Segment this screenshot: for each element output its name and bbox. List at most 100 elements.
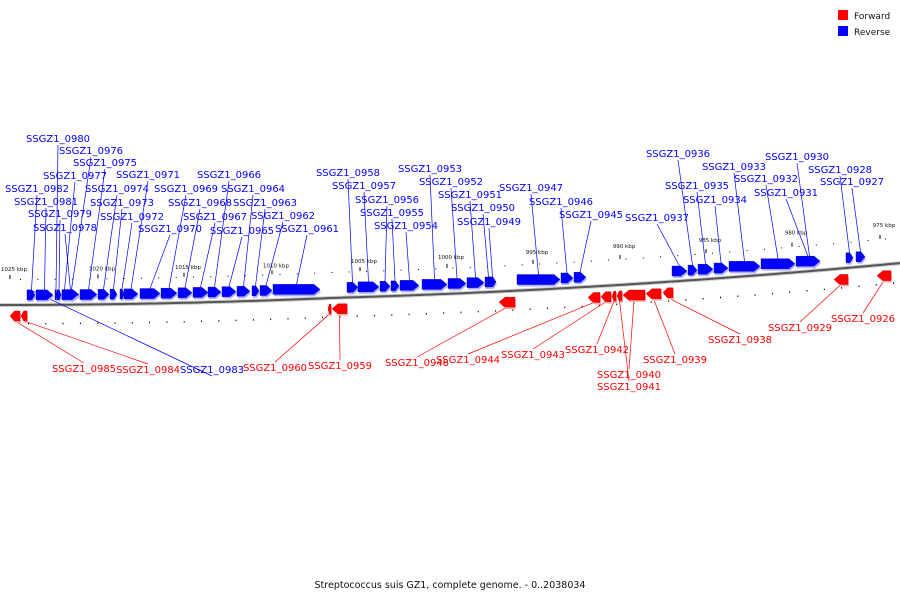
gene-label[interactable]: SSGZ1_0956 <box>355 195 419 206</box>
gene-ssgz1_0929[interactable] <box>833 274 849 287</box>
gene-label[interactable]: SSGZ1_0946 <box>529 197 593 208</box>
gene-arrow[interactable] <box>64 289 79 300</box>
gene-ssgz1_0973[interactable] <box>109 288 118 302</box>
gene-label[interactable]: SSGZ1_0929 <box>768 323 832 334</box>
gene-arrow[interactable] <box>346 282 359 293</box>
gene-arrow[interactable] <box>845 252 854 263</box>
gene-ssgz1_0940[interactable] <box>622 289 646 303</box>
gene-arrow[interactable] <box>27 289 36 301</box>
gene-label[interactable]: SSGZ1_0937 <box>625 213 689 224</box>
gene-arrow[interactable] <box>622 289 646 301</box>
gene-label[interactable]: SSGZ1_0963 <box>233 198 297 209</box>
gene-arrow[interactable] <box>697 263 714 275</box>
gene-ssgz1_0927[interactable] <box>855 251 866 264</box>
gene-ssgz1_0942[interactable] <box>611 291 617 304</box>
gene-ssgz1_0945[interactable] <box>573 272 587 285</box>
gene-arrow[interactable] <box>379 281 391 292</box>
gene-ssgz1_0971[interactable] <box>123 288 139 301</box>
gene-arrow[interactable] <box>671 265 688 277</box>
gene-arrow[interactable] <box>855 251 866 262</box>
gene-arrow[interactable] <box>20 310 28 322</box>
gene-ssgz1_0962[interactable] <box>259 285 273 298</box>
gene-arrow[interactable] <box>421 279 448 290</box>
gene-ssgz1_0968[interactable] <box>177 287 193 300</box>
gene-label[interactable]: SSGZ1_0981 <box>14 197 78 208</box>
gene-label[interactable]: SSGZ1_0951 <box>438 190 502 201</box>
gene-label[interactable]: SSGZ1_0942 <box>565 345 629 356</box>
gene-label[interactable]: SSGZ1_0974 <box>85 184 149 195</box>
gene-label[interactable]: SSGZ1_0984 <box>116 365 180 376</box>
gene-ssgz1_0965[interactable] <box>221 286 237 299</box>
gene-label[interactable]: SSGZ1_0972 <box>100 212 164 223</box>
gene-arrow[interactable] <box>616 290 623 302</box>
gene-ssgz1_0961[interactable] <box>272 284 321 297</box>
gene-ssgz1_0969[interactable] <box>160 287 178 301</box>
gene-arrow[interactable] <box>498 296 516 308</box>
gene-ssgz1_0964[interactable] <box>236 286 251 299</box>
gene-ssgz1_0934[interactable] <box>713 262 729 276</box>
gene-arrow[interactable] <box>54 289 58 300</box>
gene-ssgz1_0985[interactable] <box>9 310 21 323</box>
gene-arrow[interactable] <box>192 287 209 298</box>
gene-arrow[interactable] <box>645 288 662 299</box>
gene-label[interactable]: SSGZ1_0931 <box>754 188 818 199</box>
gene-label[interactable]: SSGZ1_0969 <box>154 184 218 195</box>
gene-ssgz1_0951[interactable] <box>466 277 485 290</box>
gene-arrow[interactable] <box>573 272 587 283</box>
gene-ssgz1_0957[interactable] <box>357 281 380 294</box>
gene-label[interactable]: SSGZ1_0938 <box>708 335 772 346</box>
gene-arrow[interactable] <box>160 287 178 299</box>
gene-label[interactable]: SSGZ1_0954 <box>374 221 438 232</box>
gene-label[interactable]: SSGZ1_0927 <box>820 177 884 188</box>
gene-ssgz1_0949[interactable] <box>488 276 497 289</box>
gene-arrow[interactable] <box>399 280 420 291</box>
gene-label[interactable]: SSGZ1_0926 <box>831 314 895 325</box>
gene-arrow[interactable] <box>611 291 617 302</box>
gene-label[interactable]: SSGZ1_0939 <box>643 355 707 366</box>
gene-label[interactable]: SSGZ1_0948 <box>385 358 449 369</box>
gene-label[interactable]: SSGZ1_0980 <box>26 134 90 145</box>
gene-arrow[interactable] <box>97 289 110 300</box>
gene-label[interactable]: SSGZ1_0958 <box>316 168 380 179</box>
gene-arrow[interactable] <box>177 287 193 299</box>
gene-label[interactable]: SSGZ1_0960 <box>243 363 307 374</box>
gene-ssgz1_0966[interactable] <box>207 286 222 300</box>
gene-ssgz1_0970[interactable] <box>139 288 161 301</box>
gene-arrow[interactable] <box>259 285 273 296</box>
gene-ssgz1_0959[interactable] <box>331 303 348 316</box>
gene-label[interactable]: SSGZ1_0933 <box>702 162 766 173</box>
gene-ssgz1_0952[interactable] <box>447 278 467 291</box>
gene-arrow[interactable] <box>760 258 796 269</box>
gene-arrow[interactable] <box>9 310 21 322</box>
gene-ssgz1_0975[interactable] <box>79 289 98 302</box>
gene-ssgz1_0943[interactable] <box>600 291 612 304</box>
gene-arrow[interactable] <box>687 264 698 276</box>
gene-label[interactable]: SSGZ1_0977 <box>43 171 107 182</box>
gene-label[interactable]: SSGZ1_0985 <box>52 364 116 375</box>
gene-label[interactable]: SSGZ1_0943 <box>501 350 565 361</box>
gene-ssgz1_0956[interactable] <box>379 281 391 294</box>
gene-label[interactable]: SSGZ1_0976 <box>59 146 123 157</box>
gene-label[interactable]: SSGZ1_0970 <box>138 224 202 235</box>
gene-arrow[interactable] <box>447 278 467 289</box>
gene-ssgz1_0933[interactable] <box>728 261 761 274</box>
gene-label[interactable]: SSGZ1_0941 <box>597 382 661 393</box>
gene-label[interactable]: SSGZ1_0967 <box>183 212 247 223</box>
gene-arrow[interactable] <box>833 274 849 285</box>
gene-arrow[interactable] <box>876 270 892 281</box>
gene-arrow[interactable] <box>119 288 125 300</box>
gene-label[interactable]: SSGZ1_0932 <box>734 174 798 185</box>
gene-arrow[interactable] <box>139 288 161 299</box>
gene-ssgz1_0926[interactable] <box>876 270 892 283</box>
gene-label[interactable]: SSGZ1_0949 <box>457 217 521 228</box>
gene-ssgz1_0935[interactable] <box>697 263 714 277</box>
gene-label[interactable]: SSGZ1_0957 <box>332 181 396 192</box>
gene-label[interactable]: SSGZ1_0947 <box>499 183 563 194</box>
gene-label[interactable]: SSGZ1_0983 <box>180 365 244 376</box>
gene-ssgz1_0947[interactable] <box>516 274 561 287</box>
gene-label[interactable]: SSGZ1_0953 <box>398 164 462 175</box>
gene-arrow[interactable] <box>713 262 729 274</box>
gene-arrow[interactable] <box>560 272 574 284</box>
gene-label[interactable]: SSGZ1_0930 <box>765 152 829 163</box>
gene-ssgz1_0941[interactable] <box>616 290 623 303</box>
